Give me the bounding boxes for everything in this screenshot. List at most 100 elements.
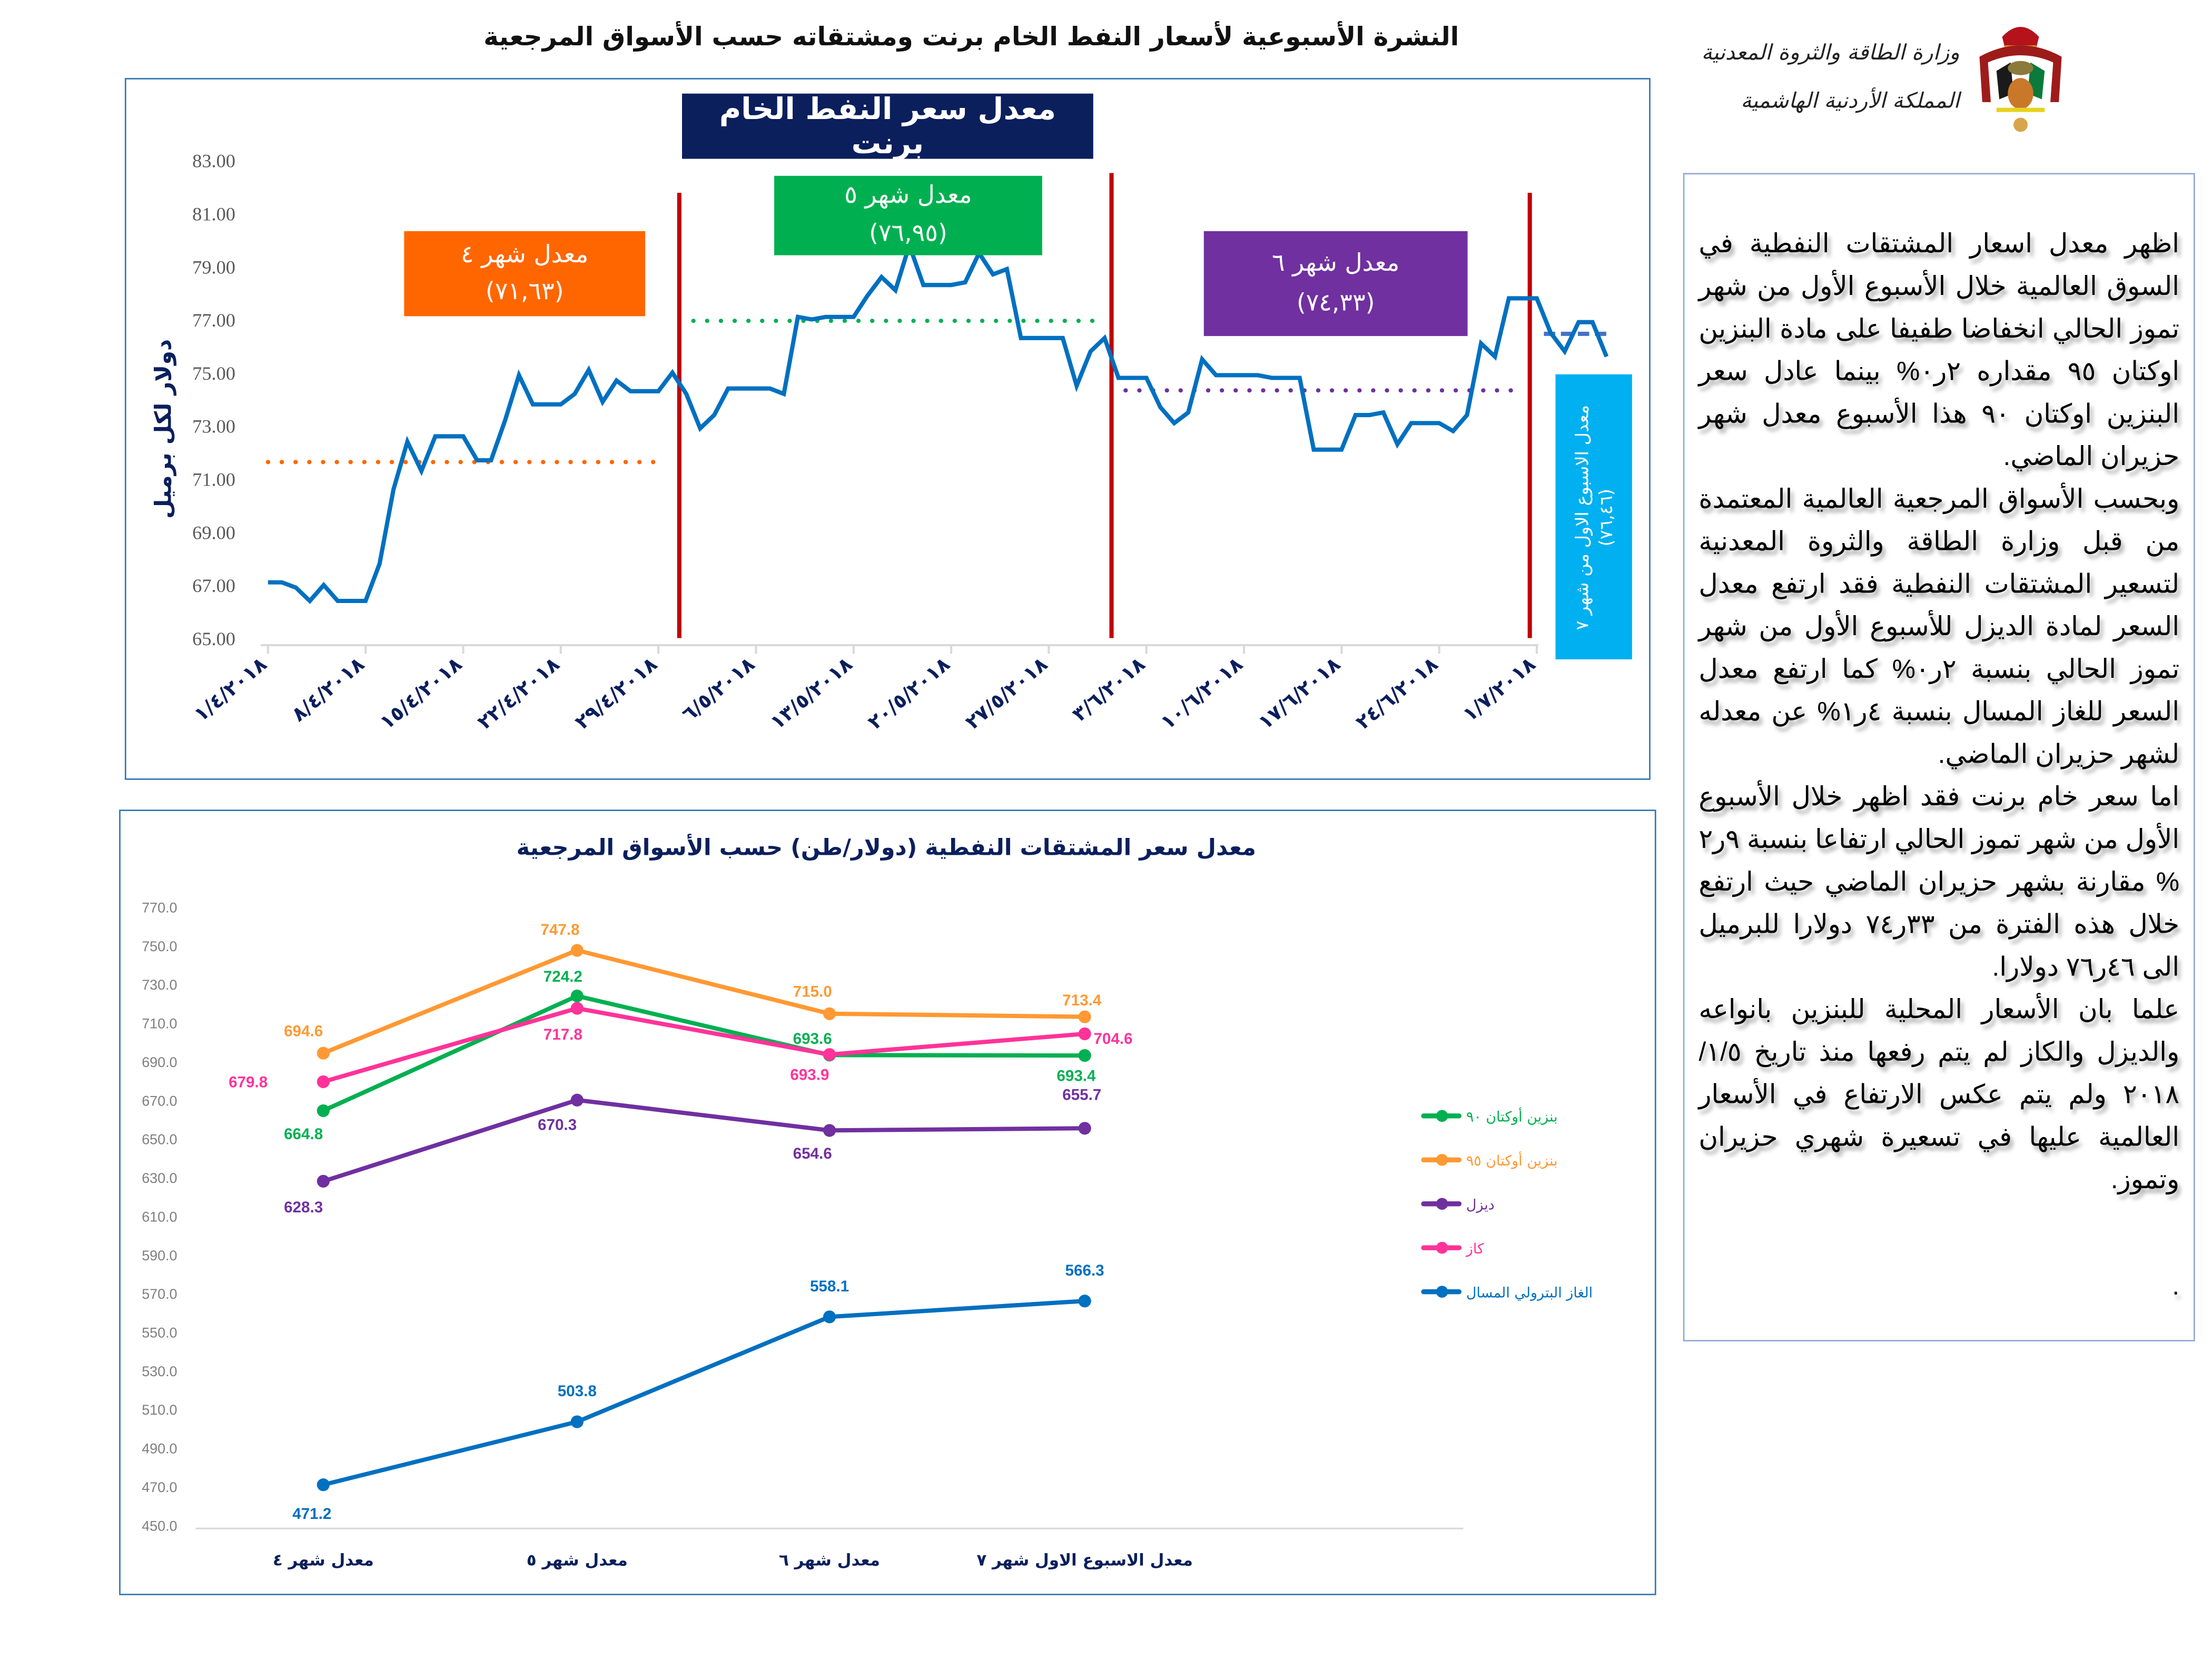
x-tick-label: ٣/٦/٢٠١٨ [1068,653,1149,726]
y-tick-label: 65.00 [192,628,235,649]
legend-label: ديزل [1466,1197,1495,1213]
data-label: 704.6 [1093,1030,1132,1048]
data-point [823,1124,836,1137]
legend-marker [1436,1153,1448,1166]
y-tick-label: 530.0 [142,1364,177,1379]
summary-paragraph: علما بان الأسعار المحلية للبنزين بانواعه… [1698,994,2180,1194]
series-line [322,948,1085,1055]
data-label: 664.8 [284,1125,323,1143]
data-point [1078,1010,1091,1023]
y-tick-label: 570.0 [142,1286,177,1302]
data-label: 747.8 [540,921,579,939]
y-tick-label: 81.00 [192,204,235,225]
category-label: معدل شهر ٥ [527,1551,628,1569]
y-tick-label: 470.0 [142,1479,177,1495]
data-label: 717.8 [544,1026,582,1043]
y-tick-label: 490.0 [142,1441,177,1457]
data-label: 655.7 [1062,1087,1101,1104]
y-tick-label: 79.00 [192,256,235,278]
y-tick-label: 69.00 [192,522,235,543]
y-tick-label: 67.00 [192,575,235,596]
legend-label: بنزين أوكتان ٩٠ [1466,1107,1558,1125]
data-point [317,1046,330,1060]
x-tick-label: ٢٩/٤/٢٠١٨ [570,653,661,734]
june-average-value: (٧٤,٣٣) [1296,289,1375,318]
data-label: 693.6 [793,1030,832,1048]
data-label: 566.3 [1065,1262,1104,1279]
y-tick-label: 83.00 [192,151,235,172]
data-label: 654.6 [793,1145,832,1162]
data-label: 715.0 [793,983,832,1001]
data-point [1078,1049,1091,1062]
y-tick-label: 550.0 [142,1325,177,1341]
data-point [570,989,584,1003]
data-point [1078,1122,1091,1135]
july-week-average-box: معدل الاسبوع الاول من شهر ٧ (٧٦,٤٦) [1555,374,1632,659]
x-tick-label: ٢٤/٦/٢٠١٨ [1351,653,1443,734]
legend-marker [1436,1110,1448,1122]
ministry-name: وزارة الطاقة والثروة المعدنية [1701,39,1960,65]
data-label: 694.6 [284,1022,323,1040]
series-line [322,1006,1085,1084]
brent-price-line [268,238,1609,604]
summary-paragraph: وبحسب الأسواق المرجعية العالمية المعتمدة… [1698,483,2180,769]
x-tick-label: ٦/٥/٢٠١٨ [677,653,759,726]
x-tick-label: ١٧/٦/٢٠١٨ [1253,653,1345,734]
x-tick-label: ١٣/٥/٢٠١٨ [766,653,857,734]
data-label: 628.3 [284,1199,323,1216]
x-tick-label: ٢٠/٥/٢٠١٨ [863,653,954,734]
category-label: معدل الاسبوع الاول شهر ٧ [976,1551,1193,1569]
y-tick-label: 630.0 [142,1170,177,1186]
y-tick-label: 510.0 [142,1402,177,1418]
data-label: 693.9 [790,1066,829,1084]
data-point [317,1075,330,1089]
april-average-label: معدل شهر ٤ [460,241,589,270]
data-point [570,1002,584,1015]
data-point [570,1093,584,1107]
chart-title-box: معدل سعر النفط الخام برنت [682,92,1093,161]
derivatives-chart-frame [119,809,1656,1595]
may-average-value: (٧٦,٩٥) [869,220,947,249]
ministry-logo: وزارة الطاقة والثروة المعدنية المملكة ال… [1702,14,2070,142]
y-tick-label: 710.0 [142,1016,177,1032]
y-tick-label: 75.00 [192,363,235,384]
y-tick-label: 730.0 [142,977,177,993]
category-label: معدل شهر ٤ [273,1551,374,1569]
data-point [570,944,584,957]
x-tick-label: ٢٧/٥/٢٠١٨ [961,653,1052,734]
brent-y-axis-label: دولار لكل برميل [150,339,177,519]
june-average-label: معدل شهر ٦ [1271,249,1400,278]
data-label: 558.1 [810,1278,849,1295]
data-point [1078,1295,1091,1308]
legend-marker [1436,1286,1448,1298]
y-tick-label: 610.0 [142,1209,177,1224]
legend-label: بنزين أوكتان ٩٥ [1466,1151,1558,1169]
may-average-box: معدل شهر ٥ (٧٦,٩٥) [774,175,1042,255]
summary-paragraph: . [2172,1270,2180,1300]
data-point [317,1104,330,1118]
data-label: 679.8 [229,1074,268,1091]
kingdom-name: المملكة الأردنية الهاشمية [1741,87,1960,114]
summary-paragraph: اظهر معدل اسعار المشتقات النفطية في السو… [1698,228,2180,471]
y-tick-label: 750.0 [142,939,177,954]
coat-of-arms-icon [1979,27,2062,132]
july-week-average-label: معدل الاسبوع الاول من شهر ٧ [1571,404,1593,630]
y-tick-label: 71.00 [192,469,235,490]
data-point [823,1310,836,1324]
series-line [322,1098,1085,1183]
derivatives-chart-title: معدل سعر المشتقات النفطية (دولار/طن) حسب… [516,834,1256,861]
brent-chart-title: معدل سعر النفط الخام برنت [719,92,1056,161]
y-tick-label: 690.0 [142,1054,177,1070]
x-tick-label: ٢٢/٤/٢٠١٨ [473,653,564,734]
y-tick-label: 73.00 [192,416,235,437]
x-tick-label: ٨/٤/٢٠١٨ [287,653,369,726]
brent-chart-frame [124,78,1651,780]
page-title: النشرة الأسبوعية لأسعار النفط الخام برنت… [483,23,1459,53]
data-label: 713.4 [1062,992,1102,1009]
data-point [570,1415,584,1428]
x-tick-label: ١/٤/٢٠١٨ [190,653,271,726]
data-label: 503.8 [558,1382,597,1400]
legend-marker [1436,1198,1448,1210]
y-tick-label: 77.00 [192,310,235,331]
